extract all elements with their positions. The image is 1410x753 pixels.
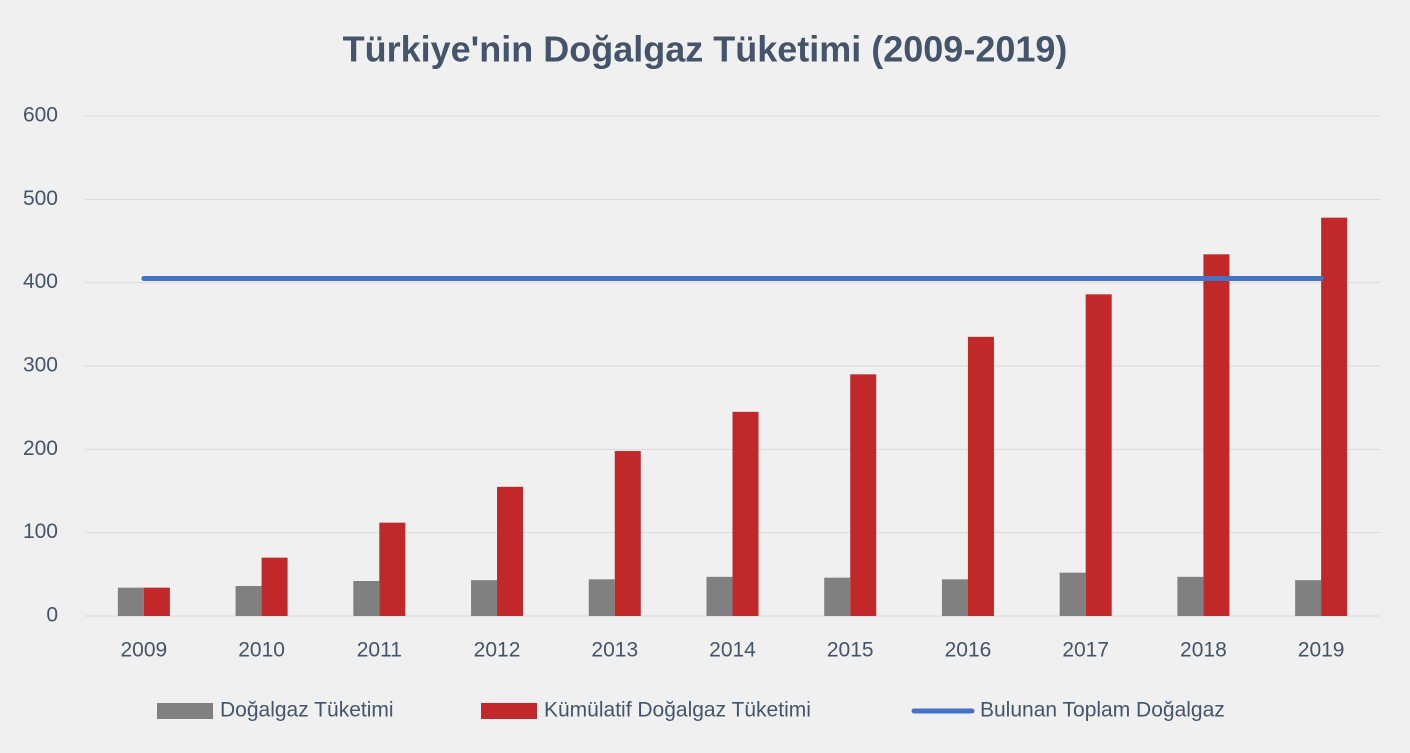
legend-label: Kümülatif Doğalgaz Tüketimi [544, 699, 811, 722]
x-tick-label: 2012 [474, 639, 521, 662]
x-tick-label: 2017 [1062, 639, 1109, 662]
legend-label: Doğalgaz Tüketimi [220, 699, 394, 722]
x-tick-label: 2016 [945, 639, 992, 662]
x-tick-label: 2009 [121, 639, 168, 662]
bar [824, 577, 851, 616]
bar [471, 580, 498, 616]
bar [353, 581, 380, 616]
bar [1203, 254, 1230, 617]
y-tick-label: 500 [23, 187, 58, 210]
legend-label: Bulunan Toplam Doğalgaz [980, 699, 1225, 722]
bar [1321, 217, 1348, 616]
bar [732, 411, 759, 616]
bar [235, 586, 262, 616]
bar [706, 576, 733, 616]
bar [261, 557, 288, 616]
bar [379, 522, 406, 616]
bar [1059, 572, 1086, 616]
y-tick-label: 300 [23, 354, 58, 377]
legend-swatch [481, 703, 537, 719]
x-tick-label: 2010 [238, 639, 285, 662]
bar [967, 336, 994, 616]
bar [588, 579, 615, 616]
x-tick-label: 2015 [827, 639, 874, 662]
y-tick-label: 600 [23, 104, 58, 127]
bar [143, 587, 170, 616]
bar [850, 374, 877, 616]
bar [1177, 576, 1204, 616]
bar [117, 587, 144, 616]
x-tick-label: 2019 [1298, 639, 1345, 662]
chart-title: Türkiye'nin Doğalgaz Tüketimi (2009-2019… [343, 29, 1068, 70]
bar [1085, 294, 1112, 616]
x-tick-label: 2011 [357, 639, 402, 662]
bar [497, 486, 524, 616]
bar [1295, 580, 1322, 616]
y-tick-label: 200 [23, 437, 58, 460]
x-tick-label: 2013 [591, 639, 638, 662]
x-tick-label: 2014 [709, 639, 756, 662]
y-tick-label: 0 [46, 604, 58, 627]
y-tick-label: 100 [23, 520, 58, 543]
x-tick-label: 2018 [1180, 639, 1227, 662]
legend-swatch [157, 703, 213, 719]
bar [941, 579, 968, 616]
bar [614, 451, 641, 616]
y-tick-label: 400 [23, 270, 58, 293]
